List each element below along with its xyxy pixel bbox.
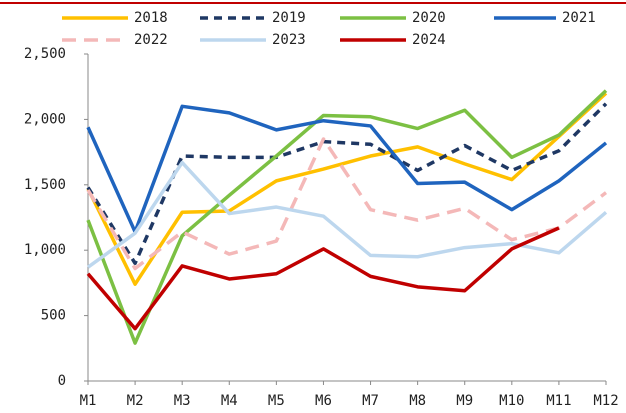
legend-label: 2024 <box>412 32 446 48</box>
x-tick-label: M6 <box>315 393 332 409</box>
x-tick-label: M3 <box>174 393 191 409</box>
y-tick-label: 2,000 <box>24 111 66 127</box>
x-tick-label: M8 <box>409 393 426 409</box>
x-tick-label: M9 <box>456 393 473 409</box>
y-tick-label: 0 <box>58 373 66 389</box>
series-line <box>86 160 608 269</box>
y-tick-label: 2,500 <box>24 46 66 62</box>
legend-label: 2023 <box>272 32 306 48</box>
series-line <box>86 91 608 286</box>
x-tick-label: M5 <box>268 393 285 409</box>
legend-label: 2021 <box>562 10 596 26</box>
series-line <box>86 89 608 345</box>
x-tick-label: M7 <box>362 393 379 409</box>
legend-label: 2018 <box>134 10 168 26</box>
legend-label: 2020 <box>412 10 446 26</box>
x-tick-label: M4 <box>221 393 238 409</box>
y-tick-label: 1,500 <box>24 177 66 193</box>
legend-label: 2022 <box>134 32 168 48</box>
legend-label: 2019 <box>272 10 306 26</box>
x-tick-label: M11 <box>546 393 571 409</box>
y-tick-label: 500 <box>41 308 66 324</box>
x-tick-label: M10 <box>499 393 524 409</box>
y-tick-label: 1,000 <box>24 242 66 258</box>
series-line <box>86 104 608 234</box>
series-line <box>86 226 560 331</box>
x-tick-label: M2 <box>127 393 144 409</box>
x-tick-label: M1 <box>80 393 97 409</box>
series-line <box>86 137 608 271</box>
x-tick-label: M12 <box>593 393 618 409</box>
